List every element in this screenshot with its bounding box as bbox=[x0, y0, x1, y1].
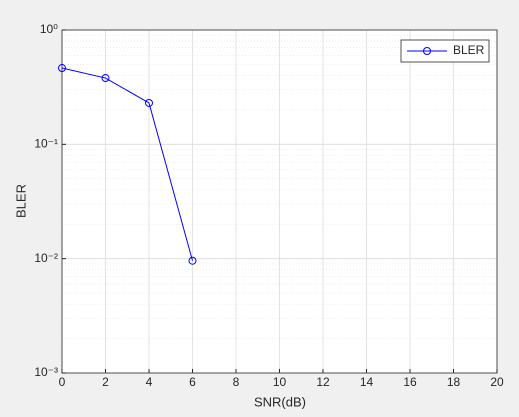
x-tick-label: 12 bbox=[316, 375, 330, 389]
y-axis-label: BLER bbox=[13, 184, 28, 218]
y-tick-label: 10⁻³ bbox=[34, 365, 58, 379]
x-tick-label: 18 bbox=[447, 375, 461, 389]
x-tick-label: 4 bbox=[146, 375, 153, 389]
data-point bbox=[101, 74, 110, 83]
data-point bbox=[58, 64, 66, 73]
data-point bbox=[188, 256, 197, 265]
series-line bbox=[61, 67, 193, 261]
x-tick-label: 8 bbox=[233, 375, 240, 389]
x-tick-label: 6 bbox=[189, 375, 196, 389]
x-tick-label: 2 bbox=[102, 375, 109, 389]
legend-label: BLER bbox=[453, 43, 485, 57]
x-tick-label: 14 bbox=[360, 375, 374, 389]
x-axis-label: SNR(dB) bbox=[254, 394, 306, 409]
y-tick-label: 10⁰ bbox=[40, 22, 58, 36]
y-tick-label: 10⁻² bbox=[34, 251, 58, 265]
y-tick-label: 10⁻¹ bbox=[34, 137, 58, 151]
x-tick-label: 10 bbox=[273, 375, 287, 389]
x-tick-label: 0 bbox=[59, 375, 66, 389]
axes-box bbox=[61, 29, 498, 374]
legend-marker bbox=[423, 47, 431, 55]
x-tick-label: 20 bbox=[490, 375, 504, 389]
x-tick-label: 16 bbox=[403, 375, 417, 389]
data-point bbox=[145, 98, 153, 107]
legend: BLER bbox=[400, 39, 490, 63]
